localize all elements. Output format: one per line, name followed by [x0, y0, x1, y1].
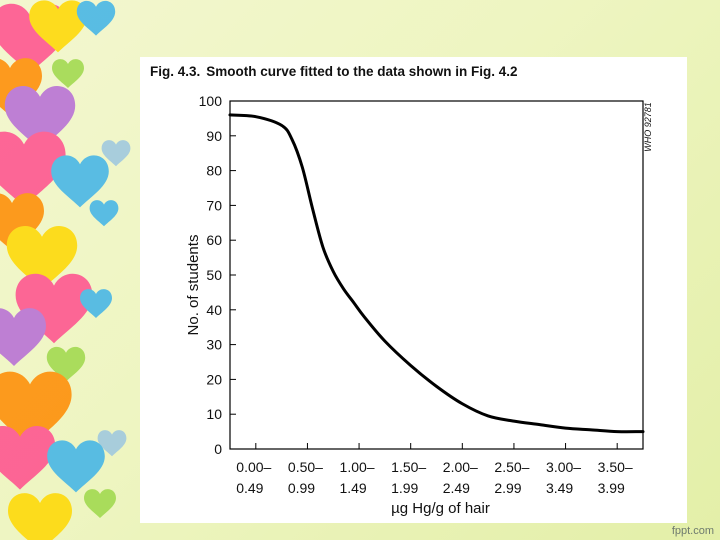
y-axis-label: No. of students — [185, 235, 202, 336]
figure-label: Fig. 4.3. — [150, 64, 201, 79]
series-curve — [228, 113, 645, 434]
figure-title: Fig. 4.3. Smooth curve fitted to the data… — [150, 64, 518, 79]
y-tick-label: 70 — [206, 197, 222, 213]
chart-axes — [229, 100, 644, 450]
x-ticks: 0.00– 0.49 0.50– 0.99 1.00– 1.49 1.50– 1.99 2.00… — [236, 443, 633, 496]
y-tick-label: 80 — [206, 163, 222, 179]
watermark: fppt.com — [671, 525, 714, 537]
figure-panel — [140, 57, 687, 523]
plot-frame — [229, 100, 644, 450]
y-tick-label: 60 — [206, 232, 222, 248]
x-tick-label: 0.49 — [236, 480, 263, 496]
x-tick-label: 0.99 — [288, 480, 315, 496]
figure-code: WHO 92781 — [643, 102, 653, 152]
x-tick-label: 0.00– — [236, 459, 271, 475]
y-tick-label: 90 — [206, 128, 222, 144]
y-tick-label: 10 — [206, 406, 222, 422]
x-tick-label: 2.49 — [443, 480, 470, 496]
x-tick-label: 3.49 — [546, 480, 573, 496]
x-tick-label: 3.50– — [598, 459, 633, 475]
x-tick-label: 1.99 — [391, 480, 418, 496]
y-tick-label: 30 — [206, 337, 222, 353]
x-tick-label: 1.00– — [340, 459, 375, 475]
y-tick-label: 0 — [214, 441, 222, 457]
x-tick-label: 0.50– — [288, 459, 323, 475]
figure-caption: Smooth curve fitted to the data shown in… — [206, 64, 518, 79]
y-tick-label: 50 — [206, 267, 222, 283]
x-axis-label: µg Hg/g of hair — [391, 500, 490, 517]
x-tick-label: 1.50– — [391, 459, 426, 475]
x-tick-label: 1.49 — [339, 480, 366, 496]
x-tick-label: 3.00– — [546, 459, 581, 475]
x-tick-label: 2.50– — [494, 459, 529, 475]
y-tick-label: 100 — [199, 93, 223, 109]
y-ticks: 0 10 20 30 40 50 60 70 80 90 100 — [199, 93, 236, 457]
y-tick-label: 20 — [206, 371, 222, 387]
x-tick-label: 3.99 — [598, 480, 625, 496]
x-tick-label: 2.00– — [443, 459, 478, 475]
x-tick-label: 2.99 — [494, 480, 521, 496]
y-tick-label: 40 — [206, 302, 222, 318]
